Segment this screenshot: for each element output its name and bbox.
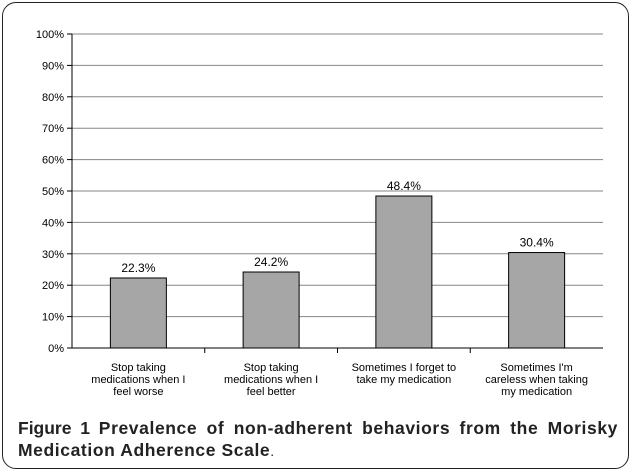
y-axis-ticks: 0% 10% 20% 30% 40% 50% 60% 70% 80% 90% 100% <box>36 29 72 355</box>
y-tick-label: 70% <box>42 123 64 135</box>
caption-label: Figure 1 <box>18 418 90 438</box>
bar <box>375 195 433 349</box>
figure-frame <box>2 2 629 469</box>
y-tick-label: 90% <box>42 60 64 72</box>
x-category-line: careless when taking <box>485 374 588 386</box>
x-category-line: medications when I <box>91 374 185 386</box>
bar-chart: 0%10%20%30%40%50%60%70%80%90%100% 22.3% 2… <box>36 29 603 398</box>
data-label: 22.3% <box>121 261 155 275</box>
figure-caption: Figure 1 Prevalence of non-adherent beha… <box>18 417 618 462</box>
x-category-line: Sometimes I'm <box>500 362 572 374</box>
x-category-line: Sometimes I forget to <box>352 362 457 374</box>
data-labels: 22.3% 24.2% 48.4% 30.4% <box>121 179 554 275</box>
bar <box>109 277 167 349</box>
y-tick-label: 20% <box>42 280 64 292</box>
caption-period: . <box>270 443 275 459</box>
x-category-line: Stop taking <box>244 362 299 374</box>
y-tick-label: 60% <box>42 155 64 167</box>
bar <box>242 271 300 349</box>
x-category-line: my medication <box>501 386 572 398</box>
y-tick-label: 10% <box>42 312 64 324</box>
data-label: 24.2% <box>254 255 288 269</box>
x-category-line: feel better <box>247 386 296 398</box>
y-tick-label: 50% <box>42 186 64 198</box>
y-tick-label: 0% <box>48 343 64 355</box>
x-category-label: Sometimes I forget to take my medication <box>352 362 457 386</box>
x-category-line: take my medication <box>356 374 451 386</box>
bars <box>109 195 566 349</box>
caption-text: Prevalence of non-adherent behaviors fro… <box>18 418 618 460</box>
data-label: 30.4% <box>520 236 554 250</box>
data-label: 48.4% <box>387 179 421 193</box>
x-category-line: medications when I <box>224 374 318 386</box>
bar <box>508 252 566 349</box>
x-category-label: Sometimes I'm careless when taking my medi… <box>485 362 588 398</box>
y-tick-label: 30% <box>42 249 64 261</box>
y-tick-label: 80% <box>42 92 64 104</box>
x-category-line: Stop taking <box>111 362 166 374</box>
x-category-line: feel worse <box>113 386 163 398</box>
y-tick-label: 40% <box>42 217 64 229</box>
y-tick-label: 100% <box>36 29 64 41</box>
